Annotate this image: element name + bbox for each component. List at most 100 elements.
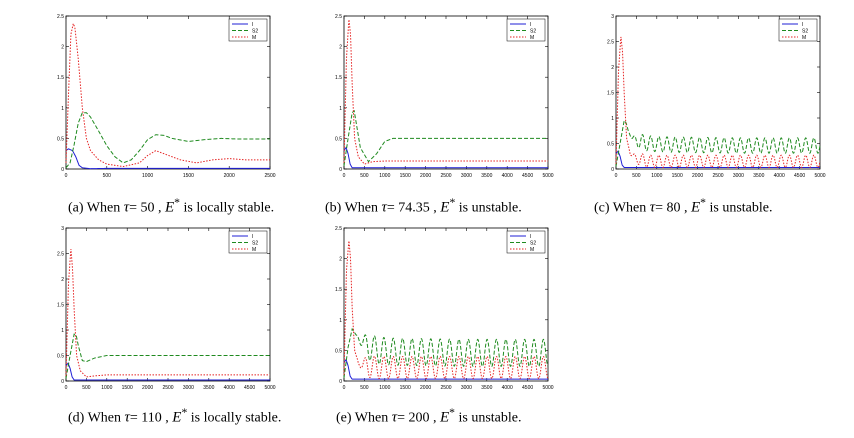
x-tick-label: 4500 — [522, 385, 533, 391]
series-line-s2 — [343, 327, 549, 379]
x-tick-label: 500 — [82, 385, 91, 391]
x-tick-label: 4500 — [794, 173, 805, 179]
y-tick-label: 1.5 — [335, 75, 342, 81]
series-line-m — [65, 249, 270, 378]
legend-label-i: I — [252, 234, 253, 240]
series-line-m — [615, 36, 821, 169]
series-line-m — [343, 19, 548, 165]
y-tick-label: 3 — [611, 14, 614, 20]
x-tick-label: 5000 — [542, 385, 553, 391]
caption-eq: E — [172, 409, 182, 426]
x-tick-label: 0 — [615, 173, 618, 179]
x-tick-label: 1500 — [183, 173, 194, 179]
x-tick-label: 500 — [360, 173, 369, 179]
caption-value: = 110 , — [129, 410, 173, 426]
series-line-i — [343, 358, 548, 380]
y-tick-label: 2 — [611, 65, 614, 71]
x-tick-label: 2500 — [712, 173, 723, 179]
caption-b: (b) When τ= 74.35 , E* is unstable. — [325, 196, 522, 217]
x-tick-label: 4000 — [502, 173, 513, 179]
y-tick-label: 2.5 — [607, 40, 614, 46]
y-tick-label: 0 — [339, 167, 342, 173]
x-tick-label: 1000 — [101, 385, 112, 391]
caption-prefix: (e) When — [336, 410, 392, 426]
x-tick-label: 4500 — [244, 385, 255, 391]
x-tick-label: 0 — [343, 385, 346, 391]
caption-symbol: τ — [649, 199, 656, 216]
legend-label-s2: S2 — [530, 240, 536, 246]
y-tick-label: 1 — [339, 106, 342, 112]
x-tick-label: 2000 — [692, 173, 703, 179]
y-tick-label: 1.5 — [57, 75, 64, 81]
caption-symbol: τ — [123, 199, 130, 216]
caption-suffix: is unstable. — [455, 410, 522, 426]
y-tick-label: 1 — [339, 318, 342, 324]
y-tick-label: 1 — [61, 106, 64, 112]
caption-prefix: (d) When — [68, 410, 125, 426]
x-tick-label: 1000 — [379, 385, 390, 391]
y-tick-label: 0 — [61, 167, 64, 173]
x-tick-label: 0 — [343, 173, 346, 179]
y-tick-label: 0 — [61, 379, 64, 385]
caption-a: (a) When τ= 50 , E* is locally stable. — [68, 196, 274, 217]
caption-suffix: is locally stable. — [180, 200, 275, 216]
series-line-s2 — [65, 112, 270, 169]
x-tick-label: 500 — [103, 173, 112, 179]
y-tick-label: 2.5 — [335, 226, 342, 232]
x-tick-label: 5000 — [542, 173, 553, 179]
legend-label-i: I — [530, 22, 531, 28]
legend-label-m: M — [530, 35, 534, 41]
legend-label-i: I — [252, 22, 253, 28]
series-line-s2 — [615, 119, 821, 167]
x-tick-label: 500 — [632, 173, 641, 179]
caption-value: = 80 , — [655, 200, 691, 216]
chart-d: 0 500 1000 1500 2000 2500 3000 3500 4000 4500 5000… — [57, 226, 276, 391]
y-tick-label: 0.5 — [335, 136, 342, 142]
caption-prefix: (b) When — [325, 200, 382, 216]
caption-symbol: τ — [381, 199, 387, 216]
y-tick-label: 0.5 — [335, 348, 342, 354]
series-line-s2 — [343, 109, 548, 167]
caption-value: = 74.35 , — [386, 200, 441, 216]
x-tick-label: 1000 — [142, 173, 153, 179]
x-tick-label: 2000 — [420, 173, 431, 179]
x-tick-label: 3500 — [203, 385, 214, 391]
chart-b: 0 500 1000 1500 2000 2500 3000 3500 4000 4500 5000… — [335, 14, 554, 179]
caption-suffix: is unstable. — [706, 200, 773, 216]
caption-prefix: (a) When — [68, 200, 124, 216]
caption-value: = 50 , — [129, 200, 165, 216]
caption-eq: E — [165, 199, 175, 216]
x-tick-label: 1500 — [122, 385, 133, 391]
y-tick-label: 1.5 — [607, 91, 614, 97]
x-tick-label: 2000 — [142, 385, 153, 391]
x-tick-label: 2500 — [162, 385, 173, 391]
x-tick-label: 0 — [65, 173, 68, 179]
x-tick-label: 5000 — [814, 173, 825, 179]
x-tick-label: 5000 — [264, 385, 275, 391]
x-tick-label: 1500 — [672, 173, 683, 179]
caption-eq: E — [691, 199, 701, 216]
plot-frame — [343, 15, 549, 170]
x-tick-label: 0 — [65, 385, 68, 391]
x-tick-label: 2500 — [440, 385, 451, 391]
y-tick-label: 3 — [61, 226, 64, 232]
x-tick-label: 1000 — [379, 173, 390, 179]
x-tick-label: 4500 — [522, 173, 533, 179]
chart-c: 0 500 1000 1500 2000 2500 3000 3500 4000 4500 5000… — [607, 14, 826, 179]
x-tick-label: 3500 — [753, 173, 764, 179]
y-tick-label: 0 — [339, 379, 342, 385]
caption-value: = 200 , — [397, 410, 440, 426]
legend-label-s2: S2 — [802, 28, 808, 34]
y-tick-label: 2.5 — [57, 252, 64, 258]
legend-label-s2: S2 — [252, 28, 258, 34]
plot-frame — [343, 227, 549, 382]
y-tick-label: 2 — [339, 257, 342, 263]
y-tick-label: 2 — [339, 45, 342, 51]
legend-label-i: I — [802, 22, 803, 28]
legend-label-i: I — [530, 234, 531, 240]
x-tick-label: 3000 — [183, 385, 194, 391]
